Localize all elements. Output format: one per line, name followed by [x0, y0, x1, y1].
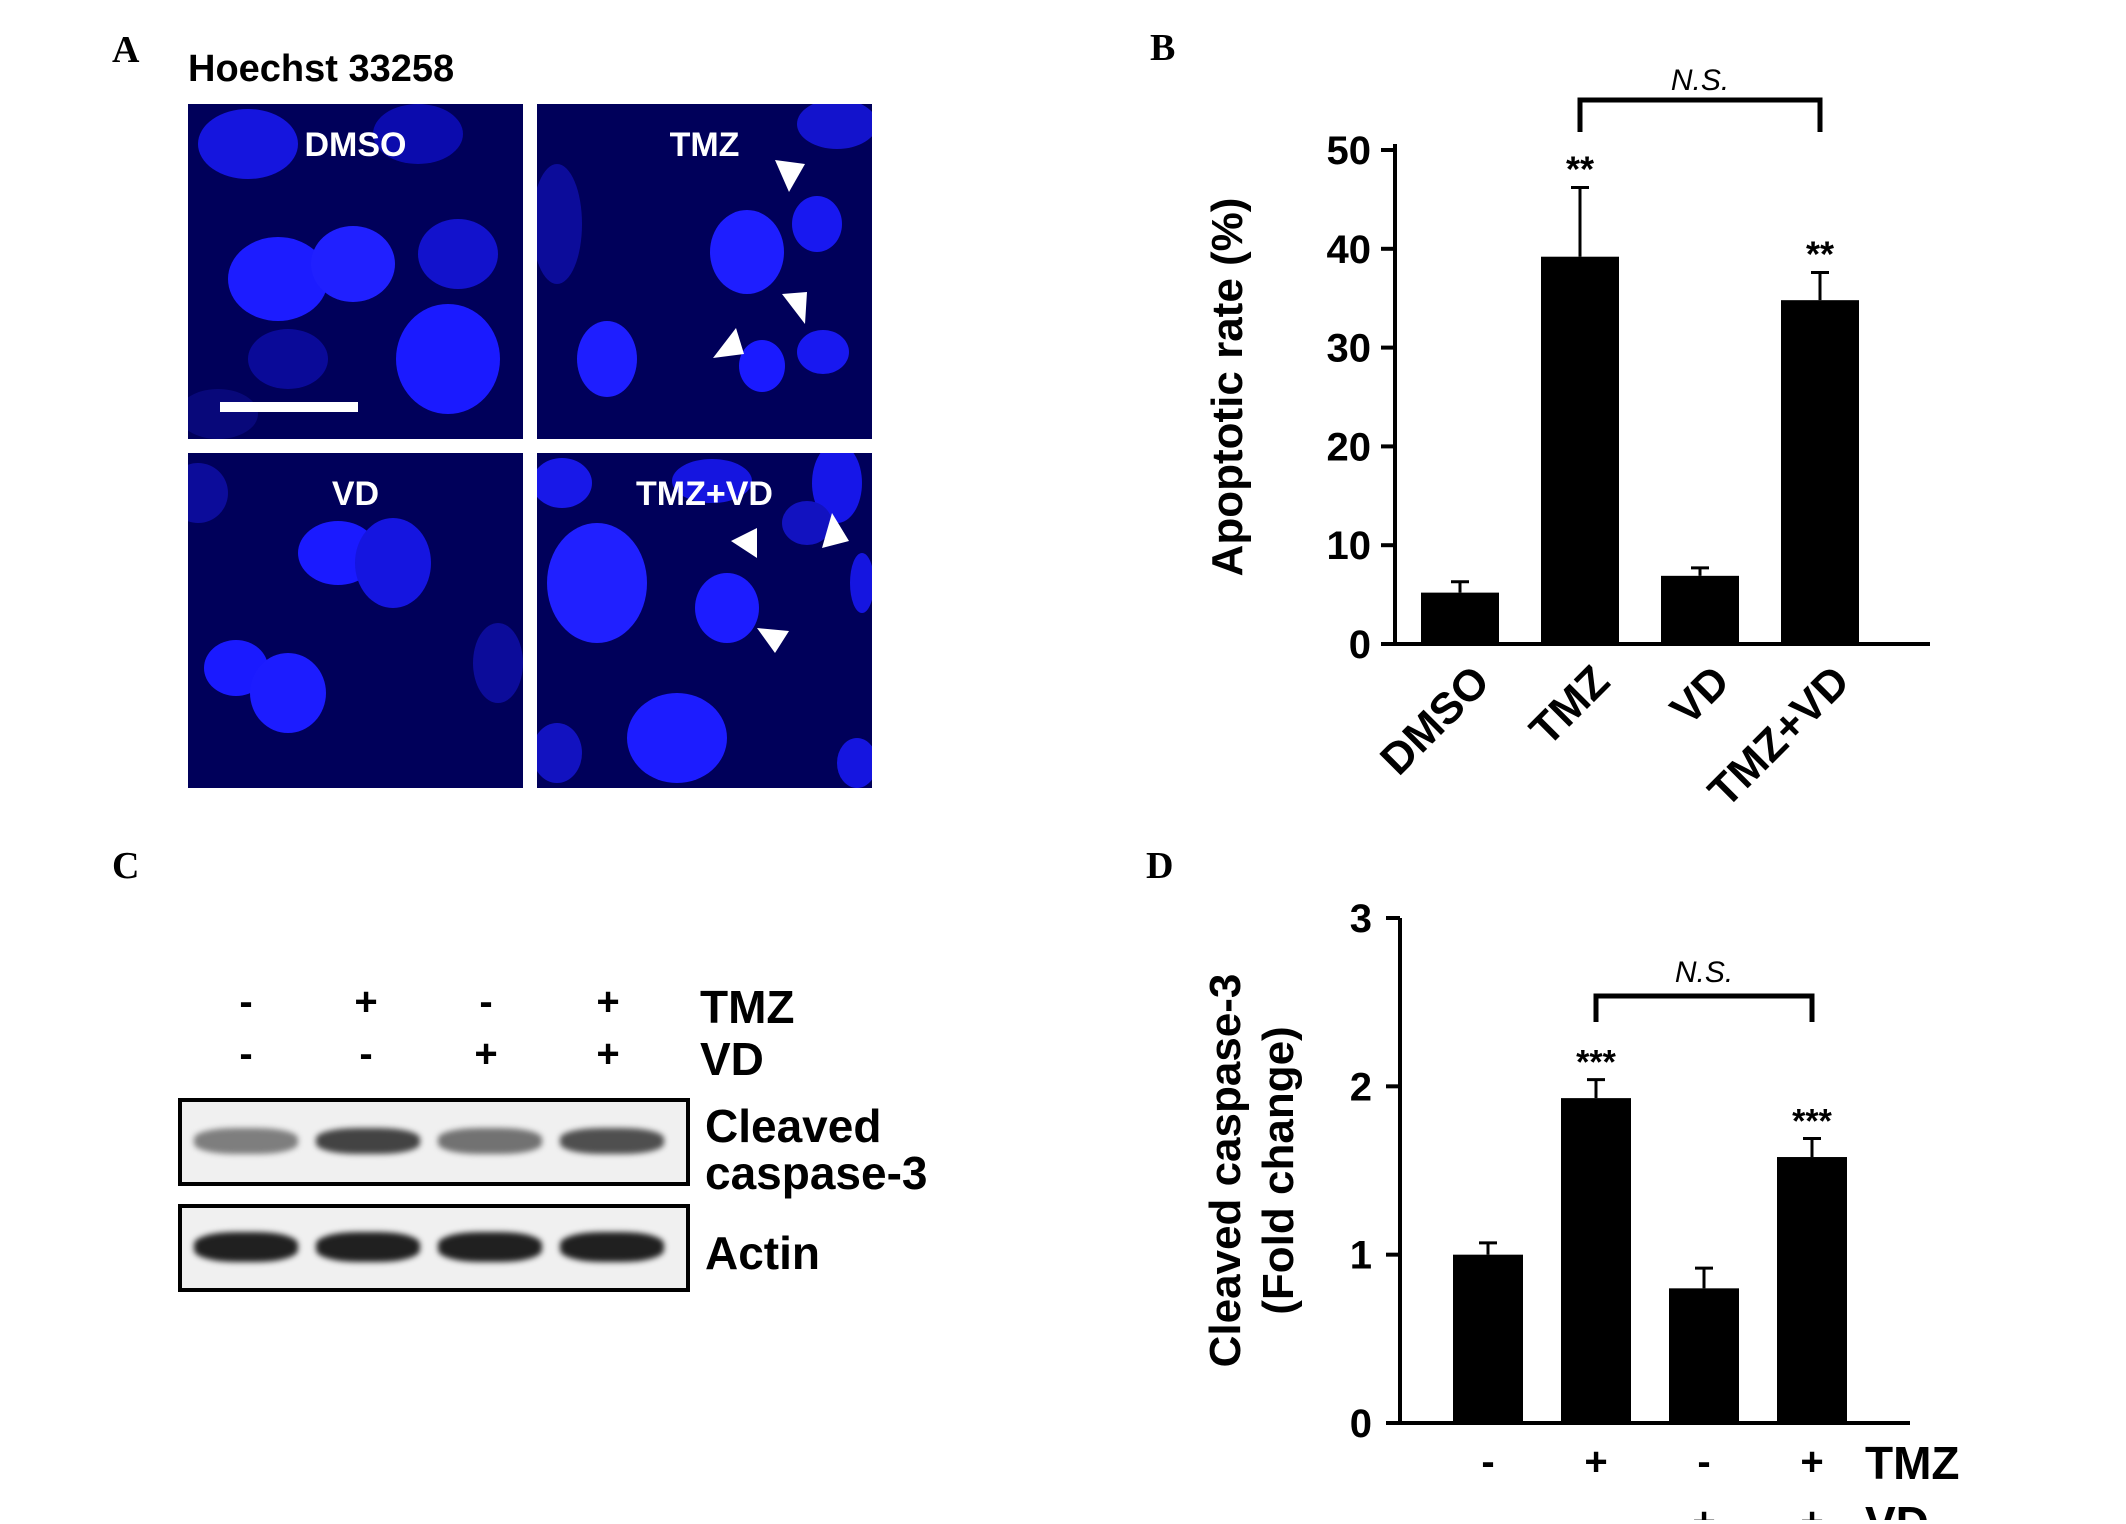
micrograph-vd: VD — [188, 453, 523, 788]
vd-sign-2: - — [359, 1032, 373, 1076]
y-axis-label-line2: (Fold change) — [1254, 1026, 1303, 1314]
bar — [1541, 256, 1619, 644]
bar — [1777, 1157, 1847, 1423]
micrograph-label-tmz: TMZ — [669, 126, 740, 164]
comparison-label: N.S. — [1671, 64, 1729, 97]
actin-label: Actin — [705, 1227, 820, 1279]
caspase-label-line2: caspase-3 — [705, 1147, 928, 1199]
condition-sign: + — [1692, 1500, 1715, 1520]
x-tick-label: DMSO — [1371, 656, 1499, 784]
cleaved-caspase-chart: 0 1 2 3 Cleaved caspase-3 (Fold change) *** ***… — [1201, 897, 1960, 1520]
micrograph-label-vd: VD — [331, 475, 380, 513]
nuclei-icon — [188, 104, 500, 439]
micrograph-tmz-vd: TMZ+VD — [537, 453, 872, 788]
comparison-label: N.S. — [1675, 956, 1733, 989]
bar — [1421, 592, 1499, 644]
y-tick-label: 1 — [1350, 1234, 1372, 1278]
vd-row-label: VD — [700, 1033, 764, 1085]
bar — [1453, 1254, 1523, 1423]
x-tick-label: TMZ — [1520, 656, 1619, 755]
vd-sign-1: - — [239, 1032, 253, 1076]
arrowhead-icon — [713, 328, 744, 358]
arrowhead-icon — [782, 292, 807, 324]
y-tick-label: 3 — [1350, 897, 1372, 941]
arrowhead-icon — [757, 628, 789, 653]
arrowhead-icon — [822, 513, 849, 548]
significance-label: *** — [1576, 1044, 1616, 1082]
micrograph-label-dmso: DMSO — [304, 126, 407, 164]
condition-label: TMZ — [1865, 1437, 1960, 1489]
caspase-blot — [178, 1098, 690, 1186]
condition-sign: + — [1800, 1440, 1823, 1484]
blot-band — [316, 1232, 420, 1262]
condition-sign: - — [1697, 1440, 1710, 1484]
micrograph-dmso: DMSO — [188, 104, 523, 439]
y-axis-label: Apoptotic rate (%) — [1203, 198, 1252, 577]
comparison-bracket — [1593, 993, 1815, 1022]
tmz-sign-4: + — [596, 980, 620, 1024]
tmz-sign-1: - — [239, 980, 253, 1024]
blot-band — [438, 1128, 542, 1154]
condition-sign: - — [1481, 1500, 1494, 1520]
y-tick-label: 0 — [1350, 1402, 1372, 1446]
tmz-sign-3: - — [479, 980, 493, 1024]
caspase-label-line1: Cleaved — [705, 1100, 882, 1152]
significance-label: ** — [1806, 234, 1834, 275]
bar — [1781, 300, 1859, 644]
significance-label: *** — [1792, 1103, 1832, 1141]
y-tick-label: 50 — [1327, 129, 1372, 173]
panel-letter-c: C — [112, 845, 140, 887]
micrograph-tmz: TMZ — [537, 104, 872, 439]
nuclei-icon — [537, 104, 872, 397]
y-tick-label: 0 — [1349, 623, 1371, 667]
panel-letter-a: A — [112, 29, 140, 71]
y-axis-label-line1: Cleaved caspase-3 — [1201, 974, 1250, 1368]
actin-blot — [178, 1204, 690, 1292]
blot-band — [316, 1128, 420, 1154]
arrowhead-icon — [731, 528, 757, 558]
micrograph-label-tmz-vd: TMZ+VD — [636, 475, 773, 513]
tmz-row-label: TMZ — [700, 981, 795, 1033]
x-tick-label: VD — [1661, 656, 1739, 734]
y-tick-label: 40 — [1327, 228, 1372, 272]
condition-sign: - — [1481, 1440, 1494, 1484]
nuclei-icon — [188, 463, 523, 733]
y-tick-label: 10 — [1327, 524, 1372, 568]
blot-band — [194, 1232, 298, 1262]
condition-sign: + — [1584, 1440, 1607, 1484]
western-blot-panel: - + - + TMZ - - + + VD Cleaved caspase-3… — [0, 0, 1000, 1300]
apoptotic-rate-chart: 0 10 20 30 40 50 Apoptotic rate (%) DMSO ** TMZ VD… — [1203, 64, 1930, 816]
panel-letter-b: B — [1150, 27, 1176, 69]
blot-band — [438, 1232, 542, 1262]
vd-sign-4: + — [596, 1032, 620, 1076]
bar — [1661, 575, 1739, 644]
significance-label: ** — [1566, 149, 1594, 190]
blot-band — [560, 1232, 664, 1262]
tmz-sign-2: + — [354, 980, 378, 1024]
stain-title: Hoechst 33258 — [188, 48, 455, 90]
scale-bar — [220, 402, 358, 412]
panel-letter-d: D — [1146, 845, 1174, 887]
blot-band — [560, 1128, 664, 1154]
y-tick-label: 2 — [1350, 1065, 1372, 1109]
y-tick-label: 30 — [1327, 327, 1372, 371]
arrowhead-icon — [775, 160, 805, 192]
condition-sign: - — [1589, 1500, 1602, 1520]
condition-label: VD — [1865, 1497, 1929, 1520]
bar — [1669, 1288, 1739, 1423]
y-tick-label: 20 — [1327, 425, 1372, 469]
comparison-bracket — [1577, 97, 1823, 132]
vd-sign-3: + — [474, 1032, 498, 1076]
bar — [1561, 1098, 1631, 1423]
condition-sign: + — [1800, 1500, 1823, 1520]
nuclei-icon — [537, 453, 872, 788]
blot-band — [194, 1128, 298, 1154]
